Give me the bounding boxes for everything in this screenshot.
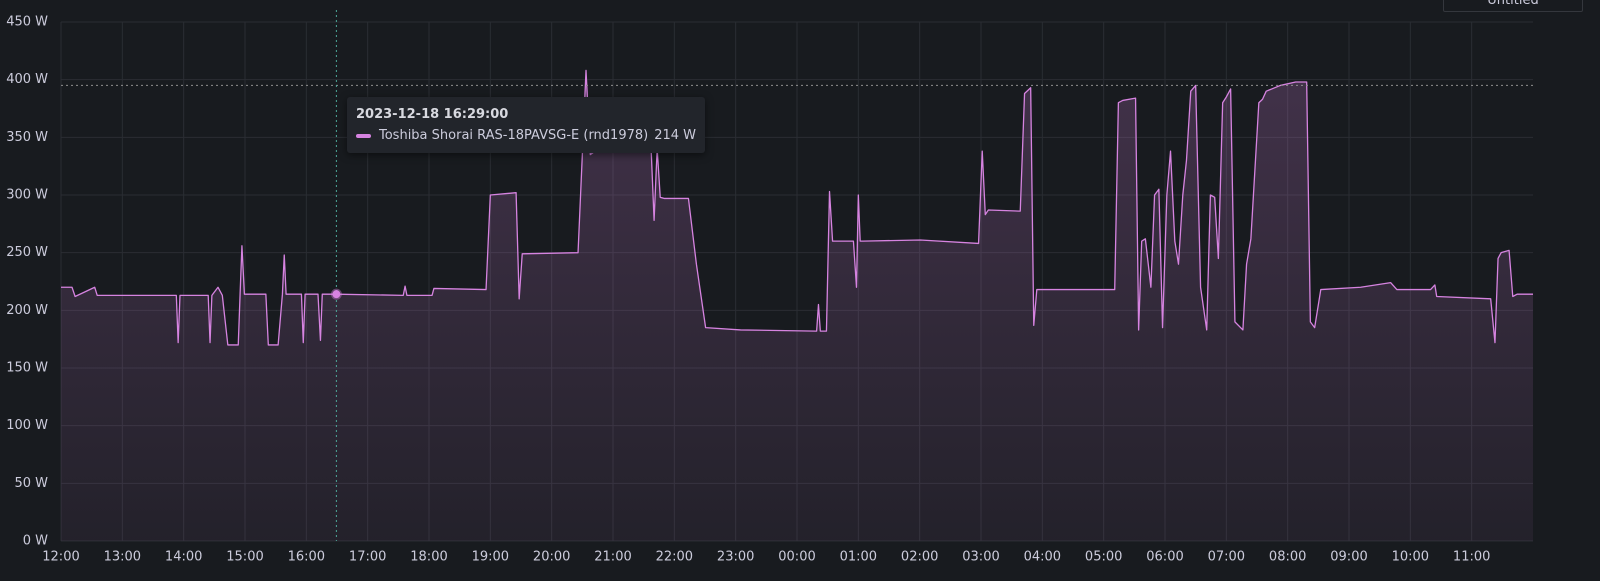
- x-tick-label: 00:00: [778, 550, 815, 565]
- y-tick-label: 100 W: [6, 418, 48, 433]
- x-tick-label: 19:00: [472, 550, 509, 565]
- x-tick-label: 13:00: [104, 550, 141, 565]
- x-tick-label: 07:00: [1208, 550, 1245, 565]
- x-tick-label: 20:00: [533, 550, 570, 565]
- x-tick-label: 18:00: [410, 550, 447, 565]
- x-tick-label: 02:00: [901, 550, 938, 565]
- y-tick-label: 250 W: [6, 245, 48, 260]
- tooltip-title: 2023-12-18 16:29:00: [356, 107, 509, 122]
- y-tick-label: 0 W: [23, 534, 48, 549]
- x-tick-label: 04:00: [1024, 550, 1061, 565]
- panel-button[interactable]: Untitled: [1443, 0, 1583, 12]
- x-tick-label: 05:00: [1085, 550, 1122, 565]
- x-tick-label: 17:00: [349, 550, 386, 565]
- tooltip-value: 214 W: [654, 128, 696, 143]
- y-tick-label: 350 W: [6, 130, 48, 145]
- x-tick-label: 23:00: [717, 550, 754, 565]
- x-tick-label: 09:00: [1330, 550, 1367, 565]
- y-tick-label: 150 W: [6, 361, 48, 376]
- line: [61, 69, 1533, 346]
- y-tick-label: 450 W: [6, 15, 48, 30]
- tooltip-row: Toshiba Shorai RAS-18PAVSG-E (rnd1978) 2…: [356, 128, 696, 143]
- x-tick-label: 08:00: [1269, 550, 1306, 565]
- y-tick-label: 50 W: [14, 476, 48, 491]
- x-tick-label: 11:00: [1453, 550, 1490, 565]
- x-tick-label: 14:00: [165, 550, 202, 565]
- tooltip-series-name: Toshiba Shorai RAS-18PAVSG-E (rnd1978): [379, 128, 649, 143]
- y-tick-label: 400 W: [6, 72, 48, 87]
- x-tick-label: 03:00: [962, 550, 999, 565]
- tooltip: 2023-12-18 16:29:00 Toshiba Shorai RAS-1…: [347, 97, 705, 153]
- x-tick-label: 01:00: [840, 550, 877, 565]
- x-tick-label: 22:00: [656, 550, 693, 565]
- area: [61, 70, 1533, 541]
- y-tick-label: 300 W: [6, 188, 48, 203]
- x-tick-label: 15:00: [226, 550, 263, 565]
- x-tick-label: 12:00: [42, 550, 79, 565]
- hover-point: [330, 288, 342, 300]
- x-tick-label: 16:00: [288, 550, 325, 565]
- y-tick-label: 200 W: [6, 303, 48, 318]
- x-tick-label: 06:00: [1146, 550, 1183, 565]
- x-tick-label: 10:00: [1392, 550, 1429, 565]
- tooltip-swatch: [356, 133, 371, 138]
- x-tick-label: 21:00: [594, 550, 631, 565]
